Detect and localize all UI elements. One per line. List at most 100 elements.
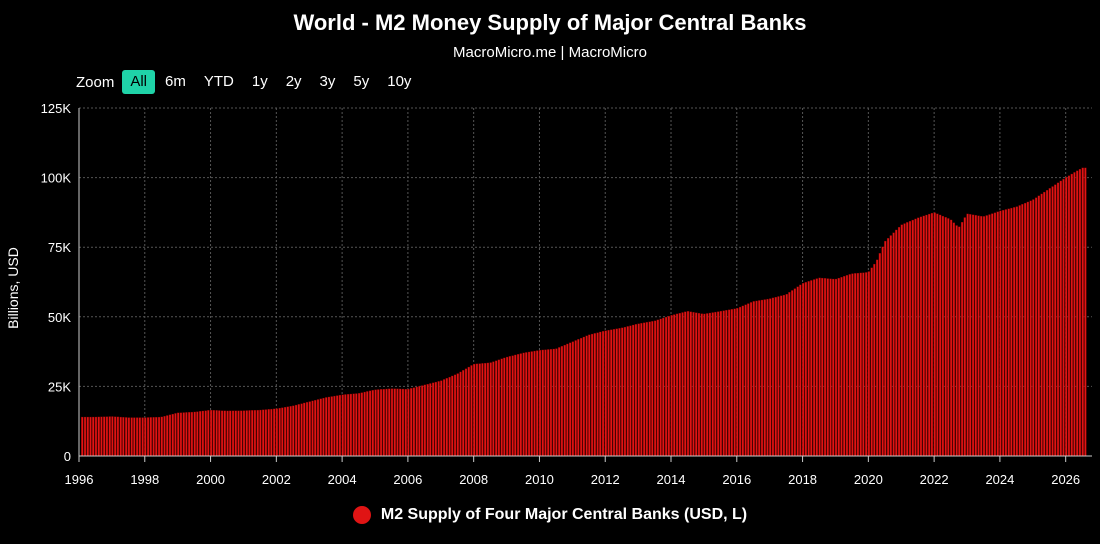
bar[interactable] (843, 276, 846, 457)
bar[interactable] (1002, 210, 1005, 457)
bar[interactable] (588, 334, 591, 457)
bar[interactable] (174, 413, 177, 457)
bar[interactable] (303, 402, 306, 457)
bar[interactable] (432, 382, 435, 457)
bar[interactable] (796, 286, 799, 457)
bar[interactable] (193, 411, 196, 457)
bar[interactable] (127, 417, 130, 457)
bar[interactable] (755, 300, 758, 457)
bar[interactable] (758, 300, 761, 457)
bar[interactable] (215, 410, 218, 457)
bar[interactable] (160, 416, 163, 457)
bar[interactable] (163, 416, 166, 457)
bar[interactable] (610, 329, 613, 457)
bar[interactable] (1084, 167, 1087, 457)
bar[interactable] (963, 217, 966, 457)
bar[interactable] (341, 394, 344, 457)
bar[interactable] (530, 351, 533, 457)
bar[interactable] (319, 398, 322, 457)
bar[interactable] (993, 212, 997, 457)
bar[interactable] (977, 215, 980, 457)
bar[interactable] (1010, 207, 1013, 457)
bar[interactable] (81, 416, 84, 457)
bar[interactable] (623, 326, 627, 457)
bar[interactable] (648, 321, 651, 457)
bar[interactable] (333, 395, 336, 457)
bar[interactable] (442, 379, 446, 457)
bar[interactable] (544, 349, 547, 457)
bar[interactable] (404, 388, 407, 457)
bar[interactable] (138, 417, 141, 457)
bar[interactable] (103, 416, 106, 457)
bar[interactable] (881, 246, 884, 457)
bar[interactable] (736, 308, 739, 457)
bar[interactable] (706, 313, 709, 457)
bar[interactable] (412, 387, 416, 457)
bar[interactable] (327, 396, 331, 457)
bar[interactable] (637, 323, 640, 457)
bar[interactable] (714, 311, 717, 457)
bar[interactable] (1048, 188, 1051, 457)
bar[interactable] (1045, 190, 1049, 457)
bar[interactable] (144, 417, 147, 457)
bar[interactable] (410, 388, 413, 457)
bar[interactable] (955, 225, 958, 457)
bar[interactable] (547, 349, 550, 457)
bar[interactable] (829, 278, 832, 457)
bar[interactable] (399, 388, 402, 457)
bar[interactable] (560, 346, 564, 457)
bar[interactable] (1051, 186, 1054, 457)
zoom-5y-button[interactable]: 5y (353, 73, 370, 90)
bar[interactable] (467, 366, 470, 457)
bar[interactable] (903, 223, 906, 457)
bar[interactable] (1054, 184, 1057, 457)
bar[interactable] (799, 284, 802, 457)
bar[interactable] (536, 350, 539, 457)
bar[interactable] (179, 412, 183, 457)
bar[interactable] (423, 384, 426, 457)
bar[interactable] (437, 381, 440, 457)
bar[interactable] (229, 410, 232, 457)
bar[interactable] (207, 410, 210, 457)
bar[interactable] (486, 362, 490, 457)
bar[interactable] (94, 416, 98, 457)
bar[interactable] (377, 389, 380, 457)
bar[interactable] (484, 363, 487, 457)
bar[interactable] (862, 272, 865, 457)
bar[interactable] (643, 322, 646, 457)
bar[interactable] (289, 406, 292, 457)
bar[interactable] (632, 324, 635, 457)
bar[interactable] (878, 253, 881, 457)
bar[interactable] (848, 274, 851, 457)
bar[interactable] (135, 417, 139, 457)
bar[interactable] (703, 313, 706, 457)
bar[interactable] (906, 222, 909, 457)
bar[interactable] (234, 410, 237, 457)
bar[interactable] (821, 277, 824, 457)
bar[interactable] (292, 405, 295, 457)
bar[interactable] (919, 216, 923, 457)
bar[interactable] (300, 403, 303, 457)
bar[interactable] (116, 416, 120, 457)
zoom-6m-button[interactable]: 6m (165, 73, 186, 90)
bar[interactable] (865, 272, 868, 457)
bar[interactable] (492, 361, 495, 457)
bar[interactable] (407, 388, 410, 457)
bar[interactable] (1065, 177, 1068, 457)
bar[interactable] (396, 388, 399, 457)
bar[interactable] (275, 408, 278, 457)
zoom-1y-button[interactable]: 1y (251, 73, 268, 90)
bar[interactable] (558, 347, 561, 457)
bar[interactable] (859, 272, 862, 457)
bar[interactable] (347, 394, 350, 457)
bar[interactable] (1026, 201, 1029, 457)
bar[interactable] (900, 224, 903, 457)
bar[interactable] (171, 413, 174, 457)
bar[interactable] (996, 211, 999, 457)
bar[interactable] (607, 330, 610, 457)
bar[interactable] (1078, 169, 1082, 457)
bar[interactable] (626, 326, 629, 457)
bar[interactable] (360, 392, 363, 457)
bar[interactable] (876, 259, 879, 457)
bar[interactable] (884, 240, 887, 457)
